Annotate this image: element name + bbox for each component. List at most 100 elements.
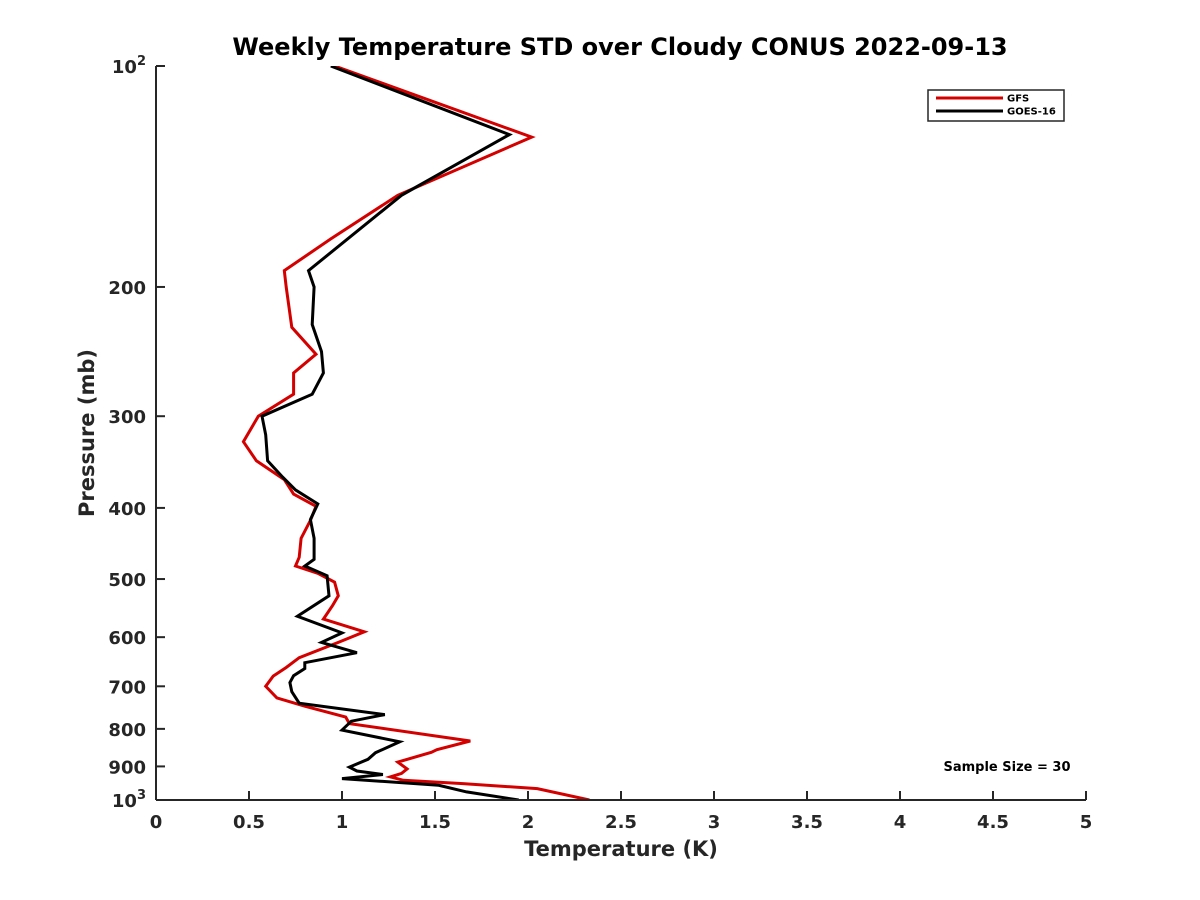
- data-point-goes16: [348, 766, 350, 768]
- data-point-gfs: [332, 604, 334, 606]
- series-group: [241, 66, 590, 800]
- x-tick-label: 0: [150, 812, 163, 833]
- data-point-goes16: [322, 372, 324, 374]
- x-tick-label: 0.5: [233, 812, 265, 833]
- y-tick-label-base: 10: [112, 791, 137, 812]
- axes: 0 0.5 1 1.5 2 2.5 3 3.5 4 4.5 5 102200300400500600…: [108, 54, 1092, 833]
- data-point-goes16: [292, 675, 294, 677]
- x-tick-label: 1.5: [419, 812, 451, 833]
- x-axis-label: Temperature (K): [524, 837, 718, 861]
- data-point-goes16: [291, 691, 293, 693]
- data-point-gfs: [291, 326, 293, 328]
- data-point-goes16: [341, 632, 343, 634]
- x-tick-label: 2.5: [605, 812, 637, 833]
- data-point-gfs: [298, 556, 300, 558]
- x-tick-label: 4.5: [977, 812, 1009, 833]
- data-point-goes16: [508, 133, 510, 135]
- data-point-gfs: [400, 772, 402, 774]
- data-point-gfs: [363, 631, 365, 633]
- y-tick-label: 900: [108, 757, 146, 778]
- data-point-goes16: [294, 489, 296, 491]
- data-point-goes16: [307, 269, 309, 271]
- data-point-gfs: [285, 666, 287, 668]
- y-tick-label: 300: [108, 407, 146, 428]
- data-point-goes16: [304, 667, 306, 669]
- sample-size-annotation: Sample Size = 30: [943, 760, 1070, 775]
- data-point-goes16: [309, 518, 311, 520]
- data-point-gfs: [300, 537, 302, 539]
- data-point-goes16: [328, 595, 330, 597]
- data-point-goes16: [465, 791, 467, 793]
- series-gfs: [241, 66, 590, 800]
- data-point-goes16: [304, 565, 306, 567]
- y-tick-label: 600: [108, 628, 146, 649]
- data-point-gfs: [283, 269, 285, 271]
- data-point-gfs: [402, 779, 404, 781]
- data-point-goes16: [317, 503, 319, 505]
- y-tick-label-exponent: 2: [137, 54, 146, 69]
- y-tick-label-base: 900: [108, 757, 146, 778]
- y-tick-label-base: 700: [108, 677, 146, 698]
- data-point-goes16: [320, 350, 322, 352]
- data-point-goes16: [320, 641, 322, 643]
- series-line-goes16: [260, 66, 519, 800]
- y-tick-label: 700: [108, 677, 146, 698]
- y-tick-label: 102: [112, 54, 146, 78]
- data-point-goes16: [289, 681, 291, 683]
- data-point-gfs: [337, 595, 339, 597]
- y-tick-label-base: 10: [112, 57, 137, 78]
- data-point-goes16: [350, 720, 352, 722]
- y-tick-label: 400: [108, 499, 146, 520]
- data-point-goes16: [374, 752, 376, 754]
- x-ticks: 0 0.5 1 1.5 2 2.5 3 3.5 4 4.5 5: [150, 791, 1093, 833]
- y-tick-label-base: 300: [108, 407, 146, 428]
- data-point-goes16: [356, 652, 358, 654]
- data-point-goes16: [261, 415, 263, 417]
- data-point-gfs: [257, 415, 259, 417]
- data-point-gfs: [265, 685, 267, 687]
- data-point-gfs: [276, 697, 278, 699]
- data-point-goes16: [400, 194, 402, 196]
- legend-box: [927, 89, 1065, 122]
- data-point-gfs: [242, 441, 244, 443]
- data-point-gfs: [285, 286, 287, 288]
- y-axis-label: Pressure (mb): [75, 349, 99, 517]
- data-point-gfs: [294, 565, 296, 567]
- y-tick-label-base: 500: [108, 570, 146, 591]
- data-point-goes16: [298, 702, 300, 704]
- data-point-gfs: [389, 776, 391, 778]
- legend: GFS GOES-16: [927, 89, 1065, 122]
- data-point-goes16: [341, 777, 343, 779]
- data-point-gfs: [462, 782, 464, 784]
- data-point-gfs: [292, 393, 294, 395]
- chart-title: Weekly Temperature STD over Cloudy CONUS…: [232, 33, 1007, 61]
- x-tick-label: 3: [708, 812, 721, 833]
- data-point-gfs: [333, 581, 335, 583]
- data-point-goes16: [356, 770, 358, 772]
- plot-area: [241, 66, 590, 800]
- data-point-gfs: [345, 716, 347, 718]
- y-tick-label: 500: [108, 570, 146, 591]
- data-point-goes16: [313, 558, 315, 560]
- data-point-goes16: [341, 729, 343, 731]
- data-point-gfs: [337, 641, 339, 643]
- y-tick-label-exponent: 3: [137, 788, 146, 803]
- data-point-goes16: [296, 615, 298, 617]
- x-tick-label: 5: [1080, 812, 1093, 833]
- series-goes16: [260, 66, 519, 800]
- y-tick-label-base: 200: [108, 278, 146, 299]
- data-point-goes16: [281, 476, 283, 478]
- data-point-goes16: [367, 758, 369, 760]
- data-point-gfs: [292, 493, 294, 495]
- data-point-goes16: [304, 662, 306, 664]
- data-point-gfs: [298, 657, 300, 659]
- data-point-gfs: [255, 460, 257, 462]
- data-point-goes16: [399, 741, 401, 743]
- y-tick-label-base: 600: [108, 628, 146, 649]
- data-point-gfs: [469, 740, 471, 742]
- y-tick-label-base: 800: [108, 720, 146, 741]
- data-point-goes16: [438, 784, 440, 786]
- data-point-gfs: [436, 749, 438, 751]
